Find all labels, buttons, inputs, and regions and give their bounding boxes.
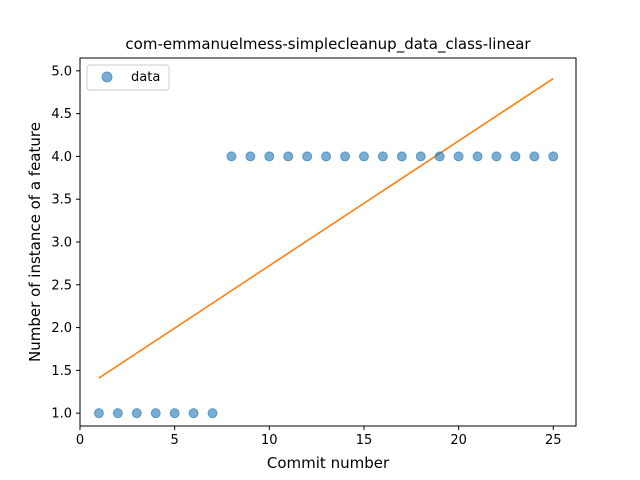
data-point — [131, 408, 142, 419]
y-tick-label: 4.0 — [51, 150, 72, 165]
data-point — [434, 151, 445, 162]
y-tick-label: 1.5 — [51, 364, 72, 379]
y-tick-label: 3.0 — [51, 236, 72, 251]
data-point — [472, 151, 483, 162]
legend: data — [86, 64, 170, 91]
data-point — [150, 408, 161, 419]
data-point — [302, 151, 313, 162]
plot-frame — [79, 57, 577, 427]
y-tick-label: 5.0 — [51, 64, 72, 79]
data-point — [226, 151, 237, 162]
y-axis: 1.0 1.5 2.0 2.5 3.0 3.5 4.0 4.5 5.0 — [51, 64, 80, 422]
series-layer — [93, 77, 559, 419]
x-tick-label: 5 — [171, 433, 179, 448]
x-tick-label: 0 — [76, 433, 84, 448]
chart-title: com-emmanuelmess-simplecleanup_data_clas… — [125, 35, 531, 54]
data-point — [548, 151, 559, 162]
data-point — [264, 151, 275, 162]
y-tick-label: 1.0 — [51, 407, 72, 422]
data-point — [510, 151, 521, 162]
data-point — [207, 408, 218, 419]
data-point — [340, 151, 351, 162]
data-point — [169, 408, 180, 419]
y-tick-label: 2.0 — [51, 321, 72, 336]
data-point — [491, 151, 502, 162]
data-point — [321, 151, 332, 162]
fit-line — [98, 77, 554, 379]
data-point — [453, 151, 464, 162]
y-tick-label: 3.5 — [51, 193, 72, 208]
data-point — [93, 408, 104, 419]
data-point — [358, 151, 369, 162]
legend-box — [86, 64, 170, 91]
data-point — [188, 408, 199, 419]
y-axis-label: Number of instance of a feature — [26, 122, 44, 362]
x-axis: 0 5 10 15 20 25 — [76, 426, 562, 448]
data-point — [112, 408, 123, 419]
data-point — [396, 151, 407, 162]
data-point — [283, 151, 294, 162]
x-tick-label: 15 — [356, 433, 373, 448]
legend-marker-data — [101, 71, 113, 83]
y-tick-label: 2.5 — [51, 278, 72, 293]
x-tick-label: 20 — [450, 433, 467, 448]
x-axis-label: Commit number — [267, 454, 390, 472]
x-tick-label: 10 — [261, 433, 278, 448]
data-point — [245, 151, 256, 162]
data-point — [415, 151, 426, 162]
x-tick-label: 25 — [545, 433, 562, 448]
data-point — [529, 151, 540, 162]
y-tick-label: 4.5 — [51, 107, 72, 122]
data-point — [377, 151, 388, 162]
legend-label-data: data — [131, 70, 160, 85]
